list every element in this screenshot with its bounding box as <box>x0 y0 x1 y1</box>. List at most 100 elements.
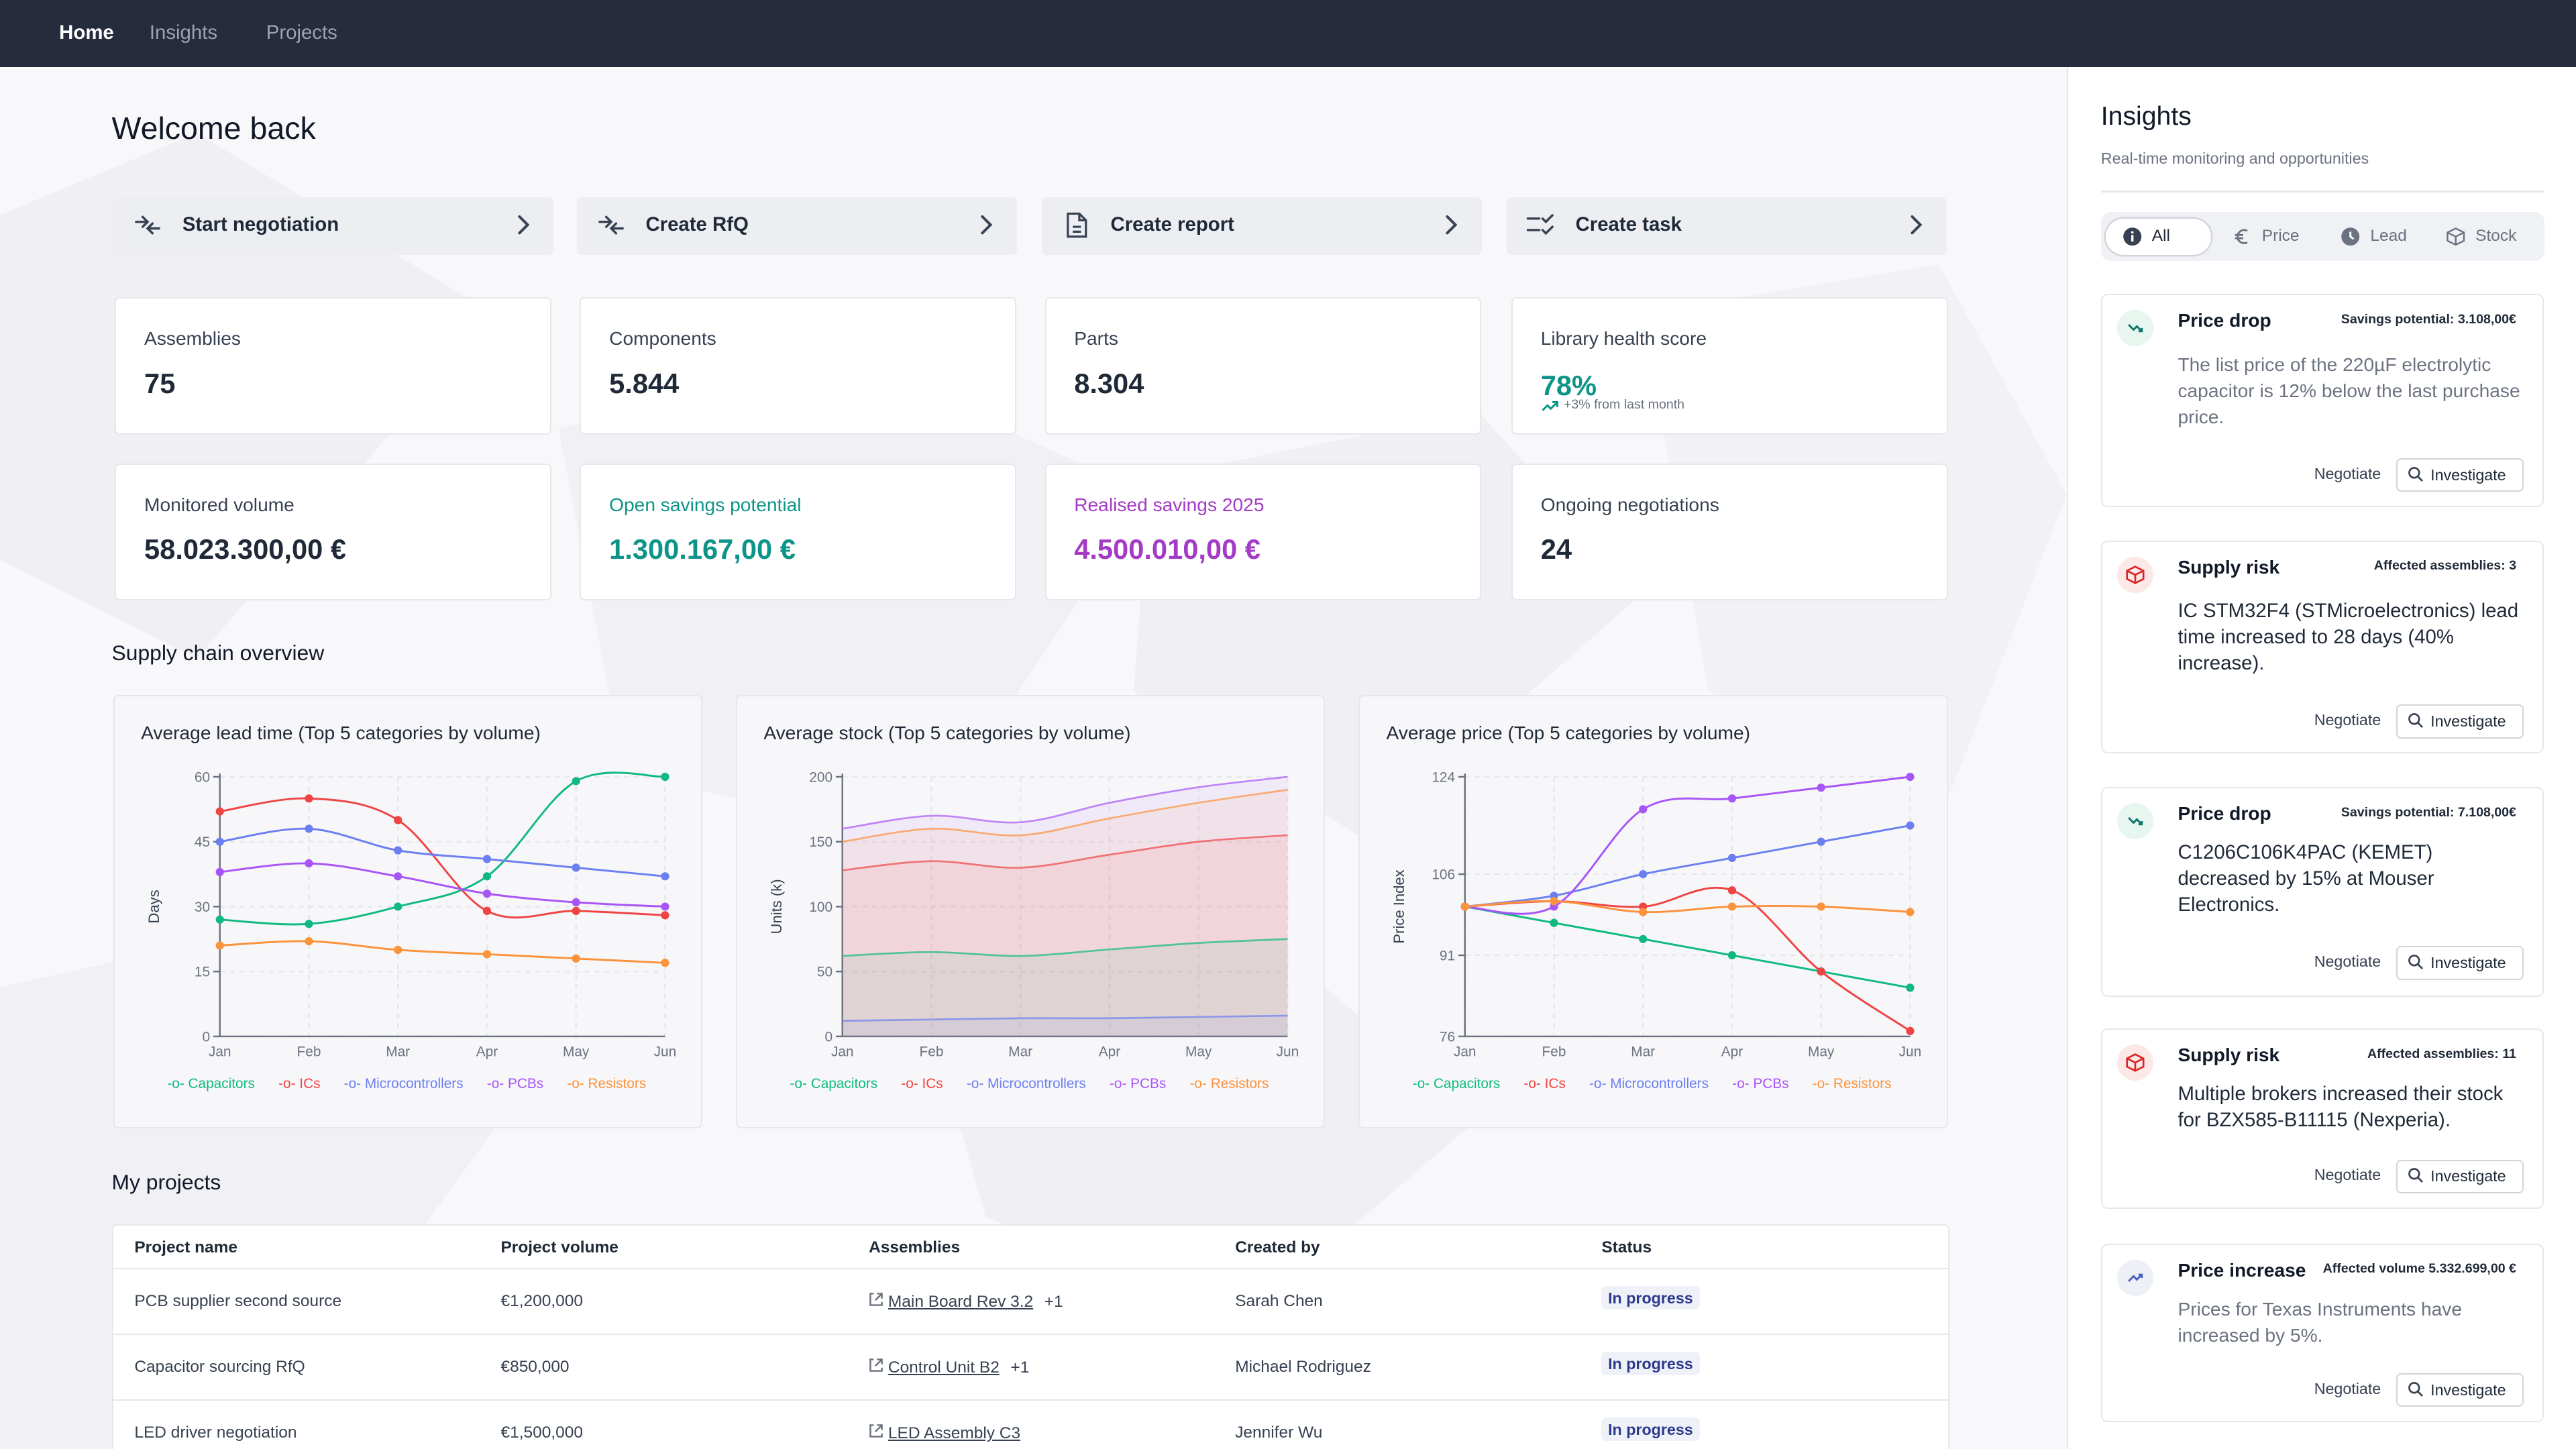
rfq-arrows-icon <box>598 215 624 235</box>
data-point <box>572 954 580 963</box>
insight-body: IC STM32F4 (STMicroelectronics) lead tim… <box>2178 599 2519 675</box>
negotiate-button[interactable]: Negotiate <box>2314 1379 2381 1397</box>
chart-svg: Jan Feb Mar Apr May Jun 76 91 106 124 Price Index <box>1391 769 1921 1059</box>
create-task-button[interactable]: Create task <box>1506 197 1947 255</box>
create-rfq-button[interactable]: Create RfQ <box>576 197 1017 255</box>
data-point <box>1639 908 1648 916</box>
data-point <box>215 837 224 846</box>
investigate-label: Investigate <box>2430 1167 2506 1185</box>
insight-badge: Affected volume 5.332.699,00 € <box>2322 1261 2516 1277</box>
data-point <box>1817 902 1826 911</box>
nav-insights[interactable]: Insights <box>149 21 218 44</box>
x-tick-label: Jun <box>654 1044 677 1059</box>
legend-label: ICs <box>1544 1075 1566 1091</box>
investigate-button[interactable]: Investigate <box>2396 1159 2524 1194</box>
col-assemblies: Assemblies <box>869 1238 961 1257</box>
investigate-label: Investigate <box>2430 712 2506 730</box>
insight-card: Supply risk Affected assemblies: 11 Mult… <box>2100 1028 2544 1209</box>
x-tick-label: Feb <box>920 1044 944 1059</box>
assembly-link[interactable]: Main Board Rev 3.2 <box>888 1293 1034 1311</box>
external-link-icon <box>869 1358 883 1373</box>
table-row[interactable]: LED driver negotiation €1,500,000 LED As… <box>113 1399 1949 1449</box>
series-line-microcontrollers <box>219 827 665 877</box>
investigate-button[interactable]: Investigate <box>2396 458 2524 492</box>
open-savings-card: Open savings potential 1.300.167,00 € <box>580 463 1017 601</box>
investigate-button[interactable]: Investigate <box>2396 704 2524 739</box>
x-tick-label: Mar <box>386 1044 410 1059</box>
y-axis-label: Price Index <box>1391 869 1407 943</box>
series-line-pcbs <box>1465 775 1911 915</box>
external-link-icon <box>869 1293 883 1307</box>
data-point <box>572 777 580 786</box>
nav-home[interactable]: Home <box>59 21 114 44</box>
filter-price-label: Price <box>2261 226 2300 245</box>
box-icon <box>2447 227 2465 246</box>
create-report-button[interactable]: Create report <box>1041 197 1482 255</box>
data-point <box>394 872 402 881</box>
start-negotiation-button[interactable]: Start negotiation <box>113 197 554 255</box>
project-name: LED driver negotiation <box>134 1424 297 1442</box>
package-icon <box>2116 1044 2153 1081</box>
y-tick-label: 60 <box>195 769 210 785</box>
parts-label: Parts <box>1074 328 1118 350</box>
data-point <box>1728 902 1737 911</box>
investigate-button[interactable]: Investigate <box>2396 946 2524 980</box>
data-point <box>1817 837 1826 846</box>
col-status: Status <box>1601 1238 1652 1257</box>
investigate-label: Investigate <box>2430 953 2506 971</box>
nav-projects[interactable]: Projects <box>266 21 337 44</box>
insight-card: Price increase Affected volume 5.332.699… <box>2100 1243 2544 1422</box>
table-row[interactable]: PCB supplier second source €1,200,000 Ma… <box>113 1268 1949 1335</box>
status-label: In progress <box>1601 1417 1700 1442</box>
project-name: PCB supplier second source <box>134 1292 342 1311</box>
assembly-cell: LED Assembly C3 <box>869 1424 1020 1443</box>
open-savings-value: 1.300.167,00 € <box>609 533 796 566</box>
data-point <box>1906 983 1915 992</box>
negotiate-button[interactable]: Negotiate <box>2314 464 2381 482</box>
table-row[interactable]: Capacitor sourcing RfQ €850,000 Control … <box>113 1334 1949 1401</box>
data-point <box>1728 951 1737 960</box>
assembly-cell: Main Board Rev 3.2 +1 <box>869 1292 1063 1311</box>
negotiate-button[interactable]: Negotiate <box>2314 710 2381 729</box>
x-tick-label: Apr <box>1099 1044 1120 1059</box>
filter-price[interactable]: Price <box>2216 219 2321 255</box>
y-tick-label: 100 <box>809 900 833 915</box>
legend-capacitors: -o- Capacitors <box>167 1075 255 1091</box>
filter-lead-label: Lead <box>2370 226 2407 245</box>
chevron-right-icon <box>517 215 529 235</box>
legend-resistors: -o- Resistors <box>1812 1075 1892 1091</box>
data-point <box>1817 783 1826 792</box>
assembly-link[interactable]: Control Unit B2 <box>888 1358 1000 1377</box>
y-tick-label: 76 <box>1440 1029 1455 1044</box>
filter-stock-label: Stock <box>2475 226 2517 245</box>
x-tick-label: May <box>1185 1044 1212 1059</box>
col-project-volume: Project volume <box>500 1238 619 1257</box>
insight-badge: Savings potential: 7.108,00€ <box>2341 804 2516 820</box>
x-tick-label: May <box>1808 1044 1835 1059</box>
created-by: Sarah Chen <box>1235 1292 1323 1311</box>
legend-label: PCBs <box>508 1075 544 1091</box>
investigate-button[interactable]: Investigate <box>2396 1373 2524 1407</box>
create-task-label: Create task <box>1575 213 1682 236</box>
library-health-label: Library health score <box>1540 328 1707 350</box>
legend-label: ICs <box>922 1075 943 1091</box>
assemblies-value: 75 <box>144 368 176 400</box>
series-line-pcbs <box>219 862 665 908</box>
legend-pcbs: -o- PCBs <box>1109 1075 1167 1091</box>
legend-label: Capacitors <box>1433 1075 1501 1091</box>
data-point <box>394 846 402 855</box>
parts-card: Parts 8.304 <box>1044 297 1482 435</box>
y-tick-label: 45 <box>195 835 210 850</box>
assembly-link[interactable]: LED Assembly C3 <box>888 1424 1021 1443</box>
negotiate-button[interactable]: Negotiate <box>2314 1166 2381 1184</box>
trending-up-icon <box>2116 1259 2153 1296</box>
filter-all[interactable]: All <box>2106 218 2211 255</box>
series-line-resistors <box>842 788 1288 843</box>
filter-lead[interactable]: Lead <box>2324 219 2423 255</box>
ongoing-negotiations-label: Ongoing negotiations <box>1540 494 1719 515</box>
external-link-icon <box>869 1424 883 1438</box>
filter-stock[interactable]: Stock <box>2430 219 2535 255</box>
data-point <box>305 859 313 868</box>
negotiate-button[interactable]: Negotiate <box>2314 952 2381 970</box>
status-badge: In progress <box>1601 1285 1700 1310</box>
